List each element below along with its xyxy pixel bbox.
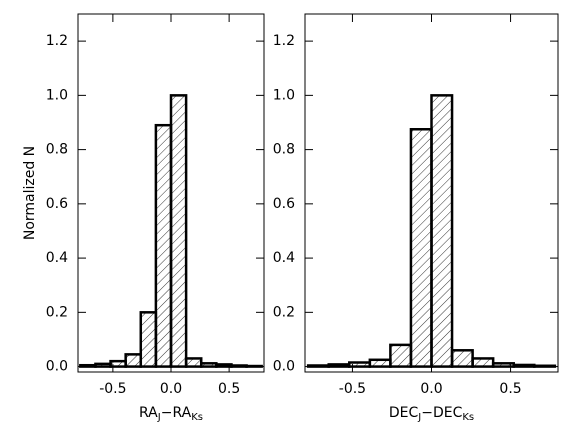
y-tick-label: 0.0 [273,359,295,375]
y-tick-label: 1.0 [46,87,68,103]
histogram-bar [184,357,203,368]
histogram-bar [368,358,392,368]
x-axis-label-part: DEC [389,405,419,421]
x-axis-label-subscript: J [417,412,421,423]
histogram-bar [199,362,218,368]
histogram-bar [471,357,495,368]
x-tick-label: 0.0 [160,381,182,397]
y-tick-label: 0.8 [46,142,68,158]
histogram-bar [124,353,143,368]
y-tick-label: 0.4 [273,250,295,266]
histogram-bar [327,363,351,368]
histogram-bar [430,94,454,368]
y-tick-label: 0.6 [46,196,68,212]
x-tick-label: -0.5 [99,381,126,397]
x-tick-label: 0.0 [420,381,442,397]
y-tick-label: 0.8 [273,142,295,158]
y-tick-label: 0.2 [46,304,68,320]
x-axis-label-part: −DEC [421,405,462,421]
x-tick-label: -0.5 [339,381,366,397]
histogram-bar [512,363,536,368]
y-axis-label: Normalized N [22,146,38,240]
x-axis-label: DECJ−DECKs [389,405,474,423]
histogram-bar [409,128,433,368]
x-axis-label: RAJ−RAKs [139,405,203,423]
histogram-bar [450,349,474,368]
histogram-bar [139,311,158,368]
x-tick-label: 0.5 [218,381,240,397]
y-tick-label: 0.0 [46,359,68,375]
y-tick-label: 0.2 [273,304,295,320]
histogram-bar [94,362,112,368]
y-tick-label: 0.4 [46,250,68,266]
x-tick-label: 0.5 [499,381,521,397]
y-tick-label: 1.0 [273,87,295,103]
histogram-bar [154,123,173,368]
histogram-bar [230,364,248,368]
x-axis-label-part: RA [139,405,158,421]
y-tick-label: 1.2 [46,33,68,49]
x-axis-label-subscript: Ks [191,412,203,423]
histogram-bar [389,343,413,368]
x-axis-label-subscript: J [157,412,161,423]
histogram-bar [169,94,188,368]
x-axis-label-part: −RA [161,405,192,421]
x-axis-label-subscript: Ks [462,412,474,423]
y-tick-label: 0.6 [273,196,295,212]
y-tick-label: 1.2 [273,33,295,49]
